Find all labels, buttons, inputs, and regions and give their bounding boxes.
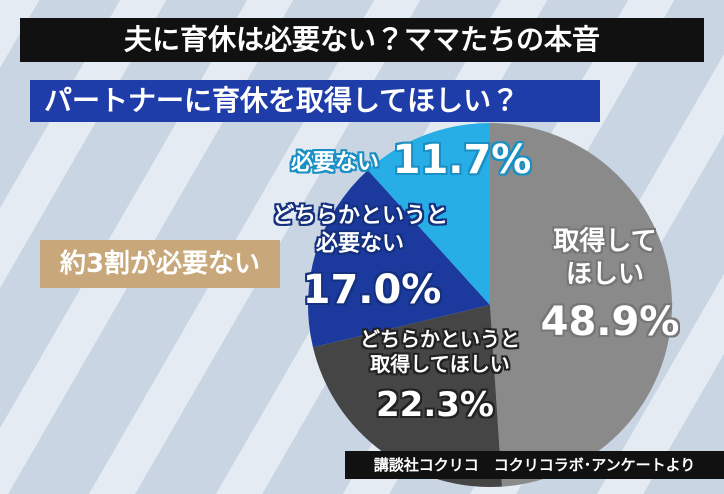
pie-slice	[312, 305, 503, 487]
slice-value-label: 22.3%	[376, 384, 494, 425]
pie-slice	[490, 123, 672, 487]
chart-title: 夫に育休は必要ない？ママたちの本音	[20, 18, 704, 62]
slice-category-label: どちらかというと 必要ない	[271, 203, 449, 257]
slice-value-label: 11.7%	[392, 137, 532, 183]
slice-category-label: 必要ない	[290, 150, 380, 176]
pie-slice	[367, 123, 490, 305]
slice-category-label: どちらかというと 取得してほしい	[360, 327, 520, 376]
chart-subtitle: パートナーに育休を取得してほしい？	[30, 80, 600, 122]
slice-value-label: 17.0%	[302, 267, 442, 313]
source: 講談社コクリコ コクリコラボ･アンケートより	[345, 451, 724, 479]
slice-category-label: 取得して ほしい	[553, 226, 657, 290]
annotation: 約3割が必要ない	[40, 240, 280, 288]
pie-slice	[308, 170, 490, 348]
slice-value-label: 48.9%	[540, 299, 680, 345]
